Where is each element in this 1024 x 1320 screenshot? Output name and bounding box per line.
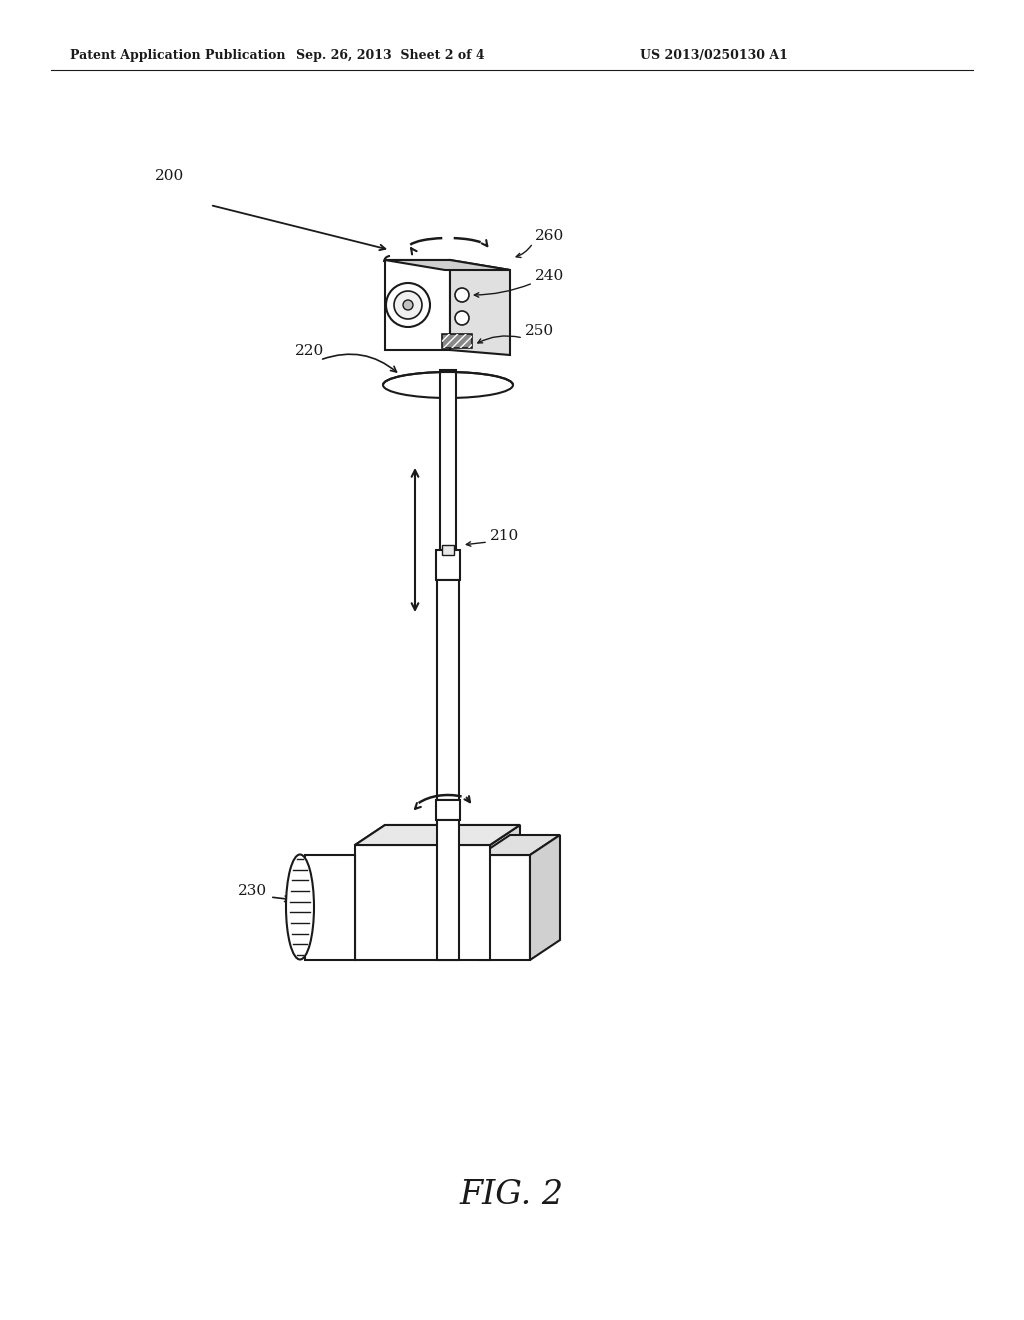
Bar [437, 820, 459, 960]
Bar [436, 550, 460, 579]
Polygon shape [480, 855, 530, 960]
Polygon shape [385, 260, 450, 350]
Text: Patent Application Publication: Patent Application Publication [70, 49, 286, 62]
Polygon shape [355, 825, 520, 845]
Text: 200: 200 [155, 169, 184, 183]
Polygon shape [385, 260, 510, 271]
Text: 210: 210 [490, 529, 519, 543]
Text: 240: 240 [535, 269, 564, 282]
Bar [436, 800, 460, 820]
Text: 260: 260 [535, 228, 564, 243]
Text: 220: 220 [295, 345, 325, 358]
Polygon shape [530, 836, 560, 960]
Circle shape [455, 288, 469, 302]
Polygon shape [355, 845, 490, 960]
Polygon shape [355, 825, 520, 845]
Bar [442, 334, 472, 348]
Circle shape [455, 312, 469, 325]
Circle shape [394, 290, 422, 319]
Ellipse shape [383, 372, 513, 399]
Polygon shape [305, 855, 355, 960]
Circle shape [386, 282, 430, 327]
Polygon shape [450, 260, 510, 355]
Text: 230: 230 [238, 884, 267, 898]
Polygon shape [480, 836, 560, 855]
Text: FIG. 2: FIG. 2 [460, 1179, 564, 1210]
Ellipse shape [286, 854, 314, 960]
Bar [442, 545, 454, 554]
Polygon shape [490, 825, 520, 960]
Bar [437, 579, 459, 800]
Circle shape [403, 300, 413, 310]
Text: Sep. 26, 2013  Sheet 2 of 4: Sep. 26, 2013 Sheet 2 of 4 [296, 49, 484, 62]
Text: US 2013/0250130 A1: US 2013/0250130 A1 [640, 49, 787, 62]
Text: 250: 250 [525, 323, 554, 338]
Bar [440, 370, 456, 550]
Bar [442, 334, 472, 348]
